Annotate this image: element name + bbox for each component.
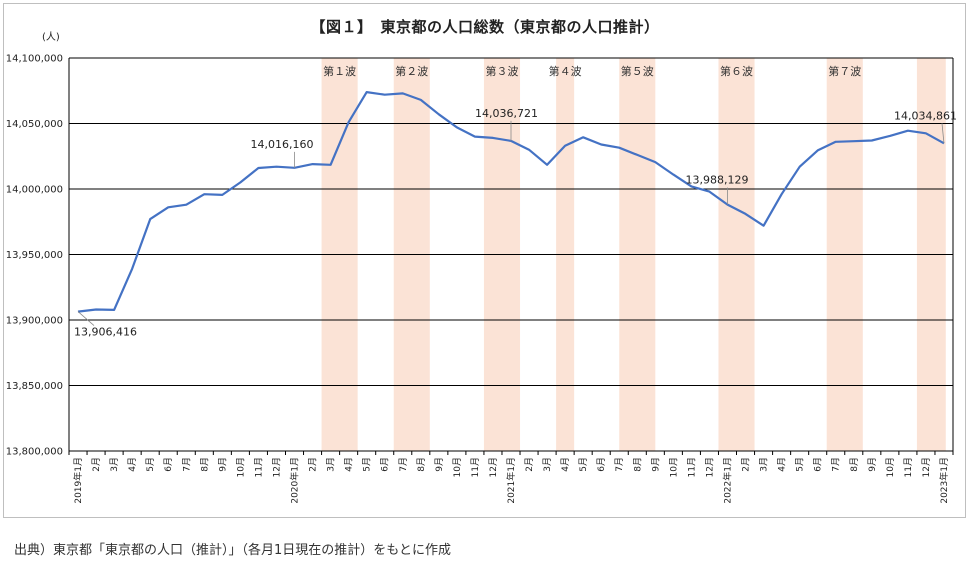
x-tick-label: 2020年1月 (289, 457, 301, 504)
x-tick-label: 3月 (109, 457, 120, 472)
line-chart: 第１波 第２波 第３波 第４波 第５波 第６波 第７波 13,800,000 13,850,00… (6, 31, 957, 504)
x-tick-label: 9月 (650, 457, 661, 472)
y-tick-label: 14,050,000 (6, 119, 63, 130)
x-tick-label: 7月 (181, 457, 192, 472)
x-tick-label: 10月 (885, 457, 896, 477)
x-tick-label: 10月 (668, 457, 679, 477)
y-tick-label: 13,850,000 (6, 381, 63, 392)
annotation-leader (941, 123, 945, 144)
x-tick-label: 5月 (795, 457, 806, 472)
x-tick-label: 2019年1月 (72, 457, 84, 504)
x-tick-label: 5月 (145, 457, 156, 472)
y-tick-label: 14,000,000 (6, 185, 63, 196)
x-tick-label: 4月 (777, 457, 788, 472)
x-tick-label: 6月 (596, 457, 607, 472)
annotation-label: 14,034,861 (894, 109, 957, 122)
annotation-leader (77, 311, 95, 326)
x-tick-label: 12月 (271, 457, 282, 477)
y-axis-unit: (人) (42, 31, 60, 43)
wave-label-1: 第１波 (323, 64, 356, 78)
x-tick-label: 2月 (524, 457, 535, 472)
x-tick-label: 2月 (91, 457, 102, 472)
x-tick-label: 11月 (253, 457, 264, 477)
x-tick-label: 8月 (416, 457, 427, 472)
x-tick-label: 8月 (632, 457, 643, 472)
x-tick-label: 3月 (326, 457, 337, 472)
source-note: 出典）東京都「東京都の人口（推計）」（各月1日現在の推計）をもとに作成 (14, 543, 452, 558)
x-tick-label: 4月 (344, 457, 355, 472)
x-tick-label: 7月 (831, 457, 842, 472)
population-line (77, 90, 945, 313)
x-tick-label: 8月 (199, 457, 210, 472)
x-tick-label: 2021年1月 (505, 457, 517, 504)
annotation-label: 14,016,160 (251, 138, 314, 151)
x-tick-label: 11月 (903, 457, 914, 477)
x-tick-label: 3月 (542, 457, 553, 472)
x-tick-label: 4月 (127, 457, 138, 472)
x-tick-label: 6月 (163, 457, 174, 472)
x-tick-label: 12月 (488, 457, 499, 477)
x-tick-label: 2023年1月 (938, 457, 950, 504)
x-tick-label: 4月 (560, 457, 571, 472)
x-tick-label: 5月 (362, 457, 373, 472)
annotation-label: 13,988,129 (685, 174, 748, 187)
x-tick-label: 11月 (470, 457, 481, 477)
x-tick-label: 9月 (867, 457, 878, 472)
y-tick-label: 14,100,000 (6, 54, 63, 65)
x-tick-label: 2月 (741, 457, 752, 472)
x-tick-label: 10月 (235, 457, 246, 477)
wave-label-5: 第５波 (621, 64, 654, 78)
x-tick-label: 8月 (849, 457, 860, 472)
wave-label-2: 第２波 (395, 64, 428, 78)
y-tick-label: 13,900,000 (6, 316, 63, 327)
y-tick-label: 13,800,000 (6, 447, 63, 458)
y-tick-label: 13,950,000 (6, 250, 63, 261)
wave-label-3: 第３波 (485, 64, 518, 78)
wave-label-4: 第４波 (549, 64, 582, 78)
wave-label-6: 第６波 (720, 64, 753, 78)
x-tick-label: 6月 (380, 457, 391, 472)
annotation-label: 13,906,416 (74, 326, 137, 339)
x-tick-label: 5月 (578, 457, 589, 472)
x-tick-label: 9月 (217, 457, 228, 472)
wave-label-7: 第７波 (828, 64, 861, 78)
x-tick-label: 3月 (759, 457, 770, 472)
x-tick-label: 12月 (704, 457, 715, 477)
x-tick-label: 10月 (452, 457, 463, 477)
chart-frame (3, 3, 966, 518)
x-tick-label: 7月 (398, 457, 409, 472)
x-tick-label: 11月 (686, 457, 697, 477)
x-tick-label: 7月 (614, 457, 625, 472)
x-tick-label: 6月 (813, 457, 824, 472)
chart-title: 【図１】 東京都の人口総数（東京都の人口推計） (310, 18, 660, 36)
x-tick-label: 2月 (308, 457, 319, 472)
x-tick-label: 12月 (921, 457, 932, 477)
x-tick-label: 2022年1月 (721, 457, 733, 504)
annotation-label: 14,036,721 (475, 107, 538, 120)
x-tick-label: 9月 (434, 457, 445, 472)
